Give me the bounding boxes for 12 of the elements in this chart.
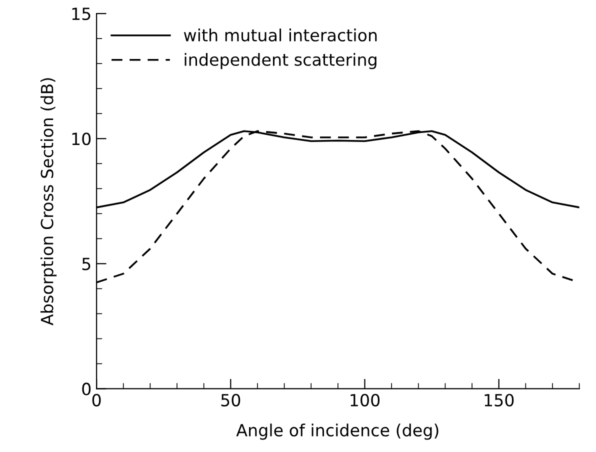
y-tick-label: 15: [72, 8, 90, 20]
x-tick-label: 150: [484, 394, 514, 406]
x-axis-title: Angle of incidence (deg): [236, 424, 438, 440]
x-tick-label: 100: [350, 394, 380, 406]
y-tick-label: 5: [82, 258, 90, 270]
legend-label: with mutual interaction: [184, 28, 377, 42]
x-tick-label: 50: [221, 394, 240, 406]
y-tick-label: 10: [72, 132, 91, 146]
legend-label: independent scattering: [184, 53, 376, 70]
y-tick-label: 0: [82, 382, 91, 396]
y-axis-title: Absorption Cross Section (dB): [40, 78, 57, 326]
x-tick-label: 0: [92, 394, 101, 406]
